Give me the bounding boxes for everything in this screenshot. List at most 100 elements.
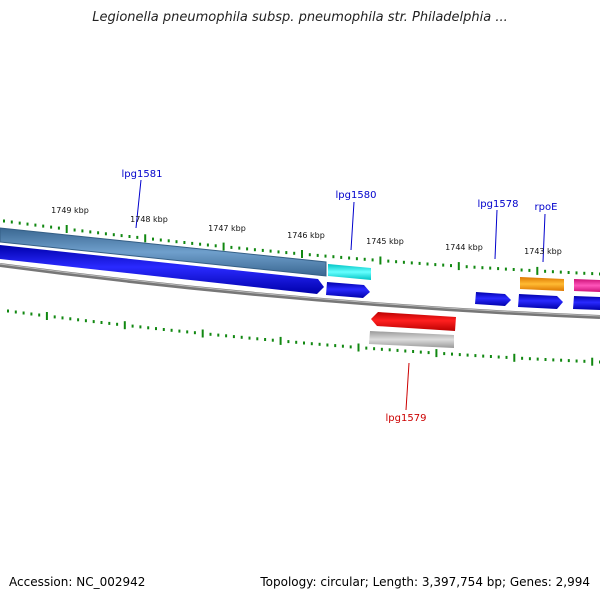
major-tick: [301, 250, 303, 258]
cog-band-gray[interactable]: [369, 331, 454, 348]
leader-lpg1578: [494, 209, 498, 260]
major-tick: [201, 329, 204, 338]
minor-tick: [349, 345, 352, 349]
minor-tick: [340, 255, 343, 259]
gene-forward-rpoE[interactable]: [518, 294, 563, 309]
minor-tick: [380, 347, 383, 351]
minor-tick: [139, 325, 142, 329]
cog-band-orange[interactable]: [520, 277, 564, 291]
minor-tick: [497, 267, 500, 271]
minor-tick: [355, 257, 358, 261]
minor-tick: [404, 349, 407, 353]
minor-tick: [402, 260, 405, 264]
cog-band-cyan[interactable]: [328, 264, 371, 280]
minor-tick: [285, 251, 288, 255]
minor-tick: [22, 311, 25, 315]
major-tick: [435, 349, 438, 358]
major-tick: [279, 336, 282, 345]
minor-tick: [388, 348, 391, 352]
minor-tick: [442, 263, 445, 267]
gene-label-rpoE[interactable]: rpoE: [535, 202, 558, 213]
minor-tick: [465, 265, 468, 269]
minor-tick: [426, 262, 429, 266]
minor-tick: [73, 228, 76, 232]
minor-tick: [42, 224, 45, 228]
minor-tick: [521, 356, 524, 360]
major-tick: [357, 343, 360, 352]
minor-tick: [240, 335, 243, 339]
minor-tick: [108, 321, 111, 325]
minor-tick: [92, 320, 95, 324]
genome-stats-label: Topology: circular; Length: 3,397,754 bp…: [260, 575, 590, 589]
minor-tick: [591, 272, 594, 276]
minor-tick: [214, 244, 217, 248]
tick-labels: 1749 kbp 1748 kbp 1747 kbp 1746 kbp 1745…: [51, 206, 562, 256]
minor-tick: [583, 271, 586, 275]
minor-tick: [209, 332, 212, 336]
minor-tick: [567, 271, 570, 274]
minor-tick: [427, 351, 430, 355]
minor-tick: [482, 354, 485, 358]
gene-label-lpg1579[interactable]: lpg1579: [386, 413, 427, 424]
gene-label-lpg1581[interactable]: lpg1581: [122, 169, 163, 180]
minor-tick: [269, 249, 272, 253]
minor-tick: [100, 321, 103, 324]
minor-tick: [10, 220, 13, 224]
major-tick: [591, 357, 594, 366]
minor-tick: [253, 248, 256, 252]
tick-label: 1744 kbp: [445, 243, 483, 252]
minor-tick: [191, 241, 194, 245]
minor-tick: [458, 353, 461, 357]
minor-tick: [324, 254, 327, 258]
gene-forward-right[interactable]: [573, 296, 600, 310]
minor-tick: [567, 359, 570, 363]
minor-tick: [238, 246, 241, 250]
minor-tick: [474, 354, 477, 358]
major-tick: [144, 234, 147, 243]
minor-tick: [186, 330, 189, 334]
minor-tick: [81, 229, 84, 233]
minor-tick: [116, 322, 119, 326]
minor-tick: [489, 266, 492, 270]
minor-tick: [418, 261, 421, 265]
minor-tick: [551, 270, 554, 274]
minor-tick: [69, 317, 72, 321]
gene-label-lpg1578[interactable]: lpg1578: [478, 199, 519, 210]
minor-tick: [497, 355, 500, 359]
minor-tick: [552, 358, 555, 362]
minor-tick: [396, 348, 399, 352]
minor-tick: [450, 264, 452, 268]
minor-tick: [7, 309, 9, 313]
cog-band-magenta[interactable]: [574, 279, 600, 292]
minor-tick: [77, 318, 80, 322]
minor-tick: [178, 329, 181, 333]
genome-backbone-highlight: [0, 263, 600, 317]
minor-tick: [18, 221, 21, 225]
gene-forward-lpg1581[interactable]: [0, 245, 324, 294]
gene-forward-lpg1578[interactable]: [475, 292, 511, 306]
tick-label: 1745 kbp: [366, 237, 404, 246]
gene-reverse-lpg1579[interactable]: [371, 312, 456, 331]
gene-forward-lpg1580[interactable]: [326, 282, 370, 298]
leader-lpg1579: [405, 362, 410, 411]
minor-tick: [246, 247, 249, 251]
minor-tick: [287, 340, 290, 344]
cog-band-steelblue[interactable]: [0, 227, 327, 277]
minor-tick: [363, 257, 366, 261]
minor-tick: [504, 267, 507, 271]
gene-label-lpg1580[interactable]: lpg1580: [336, 190, 377, 201]
minor-tick: [271, 338, 274, 342]
minor-tick: [50, 225, 53, 229]
leader-lpg1580: [350, 201, 355, 251]
minor-tick: [170, 328, 173, 332]
minor-tick: [152, 237, 154, 241]
minor-tick: [34, 223, 37, 227]
minor-tick: [481, 266, 484, 270]
minor-tick: [348, 256, 351, 260]
minor-tick: [560, 358, 563, 362]
leader-lpg1581: [135, 179, 142, 229]
minor-tick: [544, 269, 547, 273]
minor-tick: [167, 239, 170, 243]
minor-tick: [261, 248, 264, 252]
